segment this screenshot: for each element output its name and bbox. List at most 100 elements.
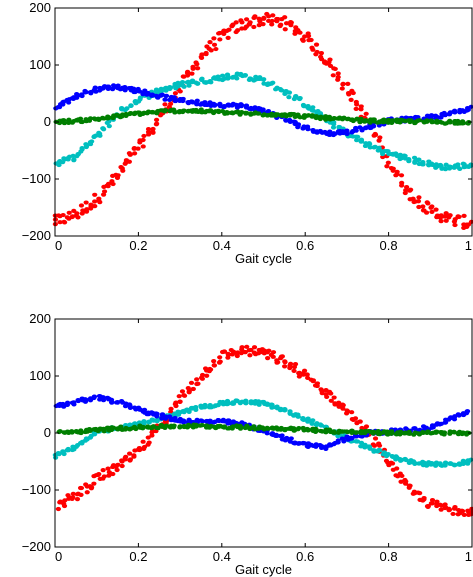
data-point [229, 425, 235, 430]
data-point [238, 102, 244, 107]
data-point [330, 73, 336, 78]
data-point [296, 374, 302, 379]
data-point [118, 164, 124, 170]
data-point [327, 442, 333, 447]
data-point [326, 114, 333, 119]
data-point [376, 138, 382, 143]
data-point [300, 38, 306, 43]
data-point [461, 512, 467, 517]
x-tick-label: 0.6 [296, 549, 314, 564]
data-point [244, 344, 250, 349]
data-point [202, 404, 208, 410]
data-point [411, 155, 418, 160]
data-point [105, 86, 111, 91]
data-point [153, 117, 160, 122]
data-point [367, 142, 373, 147]
data-point [331, 442, 337, 447]
data-point [89, 485, 95, 490]
data-point [239, 20, 245, 25]
data-point [455, 162, 461, 167]
data-point [146, 440, 152, 445]
data-point [247, 353, 253, 358]
data-point [237, 423, 243, 428]
data-point [105, 114, 111, 119]
data-point [372, 131, 378, 137]
data-point [348, 133, 354, 139]
data-point [248, 106, 254, 112]
data-point [349, 117, 355, 122]
data-point [406, 431, 412, 436]
data-point [219, 109, 226, 114]
data-point [177, 89, 183, 94]
data-point [300, 426, 306, 431]
data-point [83, 209, 90, 214]
data-point [358, 116, 364, 121]
data-point [248, 347, 254, 353]
data-point [411, 426, 417, 431]
data-point [310, 418, 316, 423]
data-point [313, 129, 319, 135]
data-point [97, 200, 103, 205]
data-point [286, 90, 293, 95]
data-point [389, 454, 395, 459]
data-point [424, 119, 430, 124]
data-point [243, 111, 249, 116]
data-point [420, 204, 426, 209]
data-point [141, 419, 147, 424]
data-point [211, 42, 218, 47]
data-point [231, 401, 237, 406]
data-point [83, 482, 89, 487]
data-point [460, 461, 466, 467]
data-point [131, 146, 137, 151]
data-point [394, 169, 400, 174]
data-point [128, 103, 134, 109]
data-point [69, 120, 75, 125]
data-point [457, 166, 463, 172]
data-point [87, 117, 93, 122]
data-point [96, 117, 102, 122]
x-tick-label: 0 [55, 238, 62, 253]
data-point [127, 405, 133, 410]
data-point [221, 349, 227, 354]
data-point [243, 398, 249, 403]
data-point [393, 473, 399, 478]
data-point [451, 506, 458, 511]
data-point [168, 101, 174, 106]
data-point [446, 166, 453, 171]
data-point [429, 425, 435, 430]
data-point [340, 129, 346, 134]
data-point [353, 134, 359, 139]
data-point [188, 380, 195, 385]
data-point [195, 66, 201, 71]
data-point [370, 117, 376, 122]
data-point [433, 207, 439, 212]
data-point [411, 199, 417, 205]
data-point [437, 502, 443, 507]
data-point [140, 111, 146, 117]
data-point [305, 419, 311, 424]
data-point [154, 425, 160, 430]
data-point [167, 85, 173, 90]
data-point [456, 214, 462, 220]
data-point [203, 50, 209, 56]
data-point [442, 166, 448, 171]
data-point [234, 76, 240, 81]
data-point [442, 460, 449, 465]
data-point [211, 36, 217, 41]
data-point [235, 28, 241, 33]
data-point [417, 491, 423, 496]
data-point [215, 108, 222, 113]
data-point [140, 137, 146, 143]
data-point [215, 402, 221, 407]
data-point [176, 394, 182, 399]
data-point [224, 28, 230, 33]
data-point [401, 118, 408, 123]
data-point [288, 19, 294, 25]
x-tick-label: 1 [465, 238, 472, 253]
data-point [438, 115, 444, 120]
data-point [60, 403, 66, 408]
data-point [372, 436, 379, 441]
data-point [57, 429, 63, 434]
data-point [162, 108, 168, 113]
data-point [145, 435, 151, 440]
